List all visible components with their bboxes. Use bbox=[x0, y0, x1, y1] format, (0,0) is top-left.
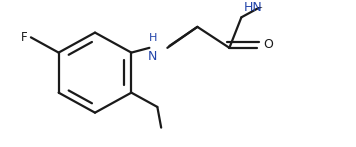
Text: H: H bbox=[149, 33, 158, 43]
Text: HN: HN bbox=[244, 1, 262, 14]
Text: F: F bbox=[21, 31, 28, 44]
Text: O: O bbox=[263, 39, 273, 51]
Text: N: N bbox=[148, 50, 157, 63]
